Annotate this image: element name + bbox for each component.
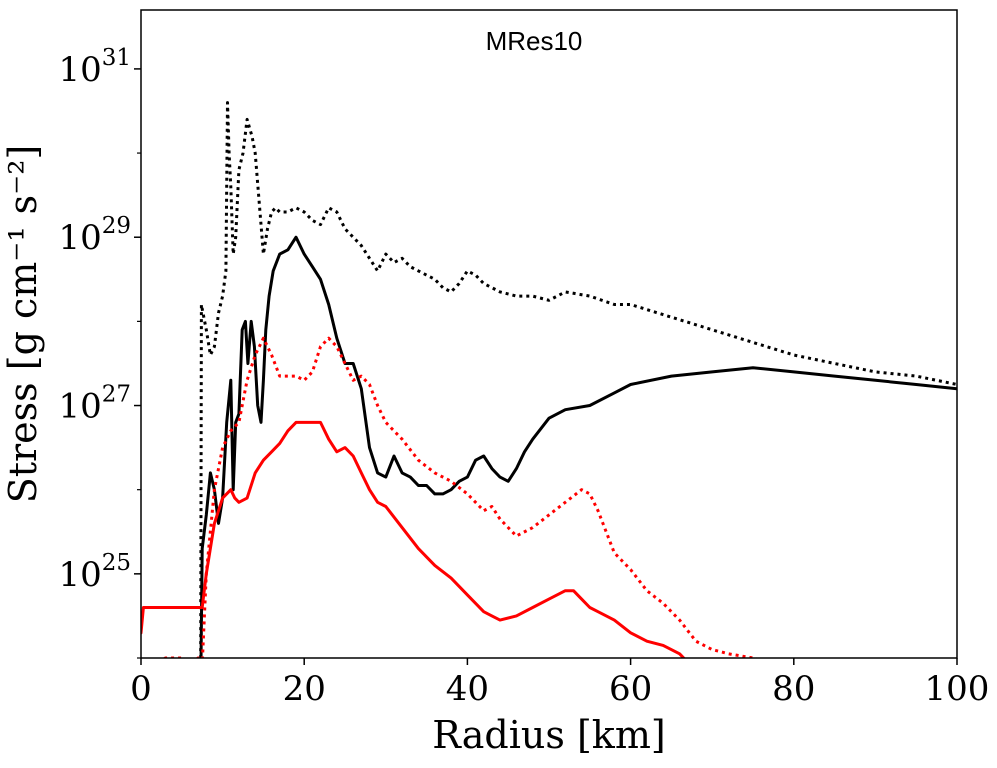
x-tick-label: 20 bbox=[283, 669, 326, 709]
x-tick-label: 100 bbox=[925, 669, 990, 709]
y-axis-label: Stress [g cm⁻¹ s⁻²] bbox=[1, 145, 45, 504]
y-tick-label: 1027 bbox=[58, 382, 131, 427]
x-tick-label: 0 bbox=[130, 669, 152, 709]
x-tick-label: 60 bbox=[609, 669, 652, 709]
series-line-black-dotted bbox=[199, 101, 957, 658]
tick-layer: 0 20 40 60 80 100 1025 1027 1029 1031 bbox=[58, 45, 989, 709]
series-line-red-dotted bbox=[162, 336, 760, 658]
y-tick-label: 1025 bbox=[58, 550, 131, 595]
y-tick-label: 1031 bbox=[58, 45, 131, 90]
series-layer bbox=[141, 101, 957, 658]
x-axis-label: Radius [km] bbox=[432, 713, 665, 757]
y-tick-label: 1029 bbox=[58, 213, 131, 258]
series-line-red-solid bbox=[141, 420, 686, 658]
series-line-black-solid bbox=[199, 235, 957, 658]
plot-frame bbox=[140, 9, 958, 659]
x-tick-label: 80 bbox=[772, 669, 815, 709]
x-tick-label: 40 bbox=[446, 669, 489, 709]
chart-title: MRes10 bbox=[486, 26, 583, 56]
